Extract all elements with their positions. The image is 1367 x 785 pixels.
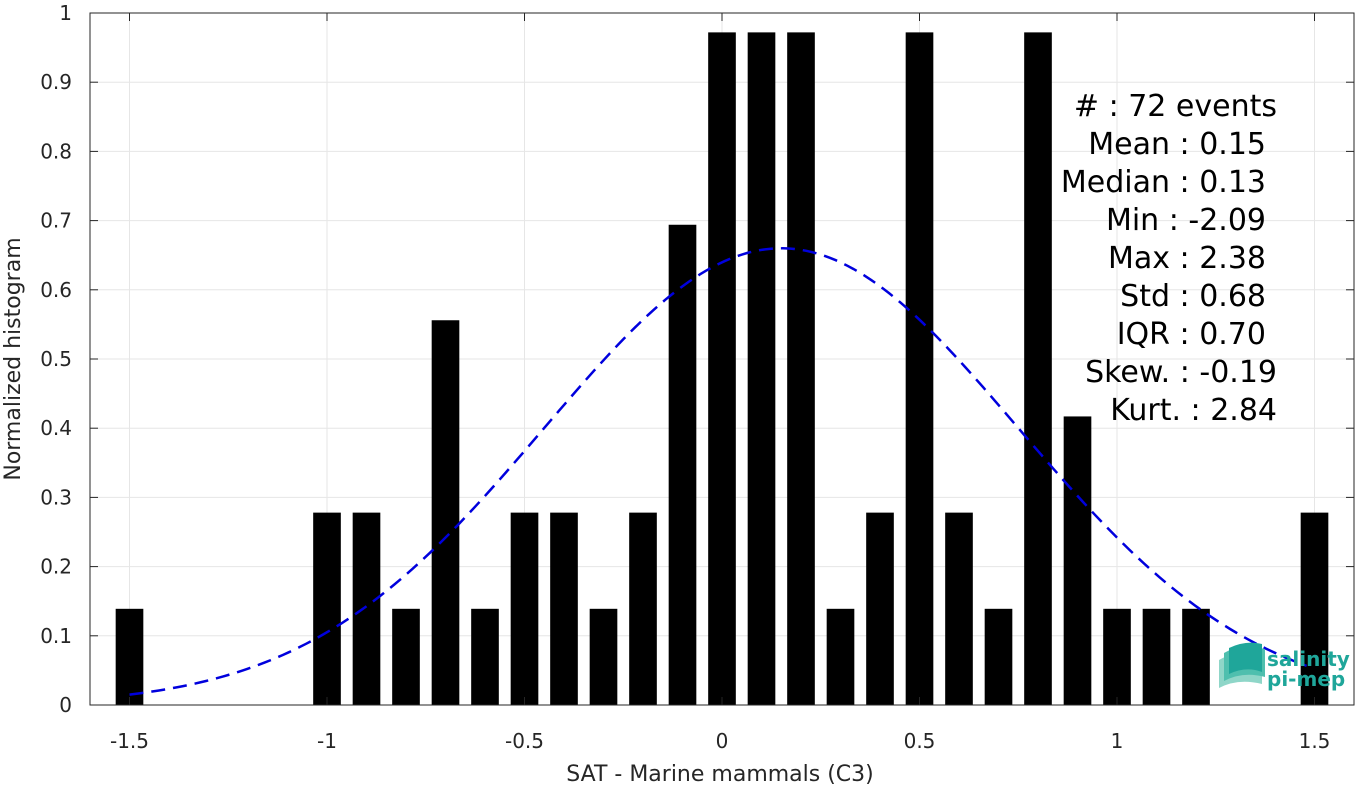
histogram-bar	[352, 512, 381, 705]
x-tick-label: -0.5	[505, 729, 544, 753]
x-tick-label: -1	[317, 729, 337, 753]
histogram-bar	[747, 32, 776, 706]
histogram-bar	[550, 512, 578, 705]
x-axis-ticks: -1.5 -1 -0.5 0 0.5 1 1.5	[110, 13, 1330, 753]
logo-icon	[1219, 642, 1265, 688]
histogram-bar	[984, 608, 1013, 705]
histogram-bar	[1024, 32, 1052, 706]
histogram-bar	[1300, 512, 1329, 705]
y-tick-label: 0.6	[40, 278, 72, 302]
x-tick-label: -1.5	[110, 729, 149, 753]
histogram-bar	[510, 512, 539, 705]
logo-text-salinity: salinity	[1267, 647, 1350, 671]
stat-min: Min : -2.09	[1106, 203, 1266, 238]
y-tick-label: 0.9	[40, 70, 72, 94]
y-axis-label: Normalized histogram	[1, 237, 26, 480]
histogram-bar	[866, 512, 894, 705]
histogram-bar	[629, 512, 657, 705]
y-tick-label: 0.3	[40, 485, 72, 509]
fit-curve	[129, 247, 1308, 696]
histogram-bar	[708, 32, 736, 706]
histogram-bar	[313, 512, 341, 705]
stat-kurt: Kurt. : 2.84	[1110, 393, 1277, 428]
histogram-bar	[115, 608, 144, 705]
x-axis-label: SAT - Marine mammals (C3)	[566, 762, 874, 785]
y-tick-label: 0.8	[40, 139, 72, 163]
y-tick-label: 0.2	[40, 555, 72, 579]
histogram-bar	[589, 608, 618, 705]
y-tick-label: 0	[59, 693, 72, 717]
histogram-bar	[431, 320, 460, 705]
y-axis-ticks: 0 0.1 0.2 0.3 0.4 0.5 0.6 0.7 0.8 0.9 1	[40, 1, 1354, 717]
stat-median: Median : 0.13	[1061, 165, 1266, 200]
histogram-bar	[471, 608, 499, 705]
histogram-bar	[668, 224, 697, 705]
x-tick-label: 0	[716, 729, 729, 753]
histogram-bar	[905, 32, 934, 706]
statistics-annotation: # : 72 events Mean : 0.15 Median : 0.13 …	[1061, 89, 1277, 428]
fit-curve-layer	[129, 247, 1308, 696]
stat-max: Max : 2.38	[1108, 241, 1266, 276]
y-tick-label: 0.4	[40, 416, 72, 440]
histogram-bar	[1063, 416, 1092, 705]
x-tick-label: 1	[1111, 729, 1124, 753]
stat-mean: Mean : 0.15	[1088, 127, 1266, 162]
stat-iqr: IQR : 0.70	[1117, 317, 1266, 352]
y-tick-label: 0.5	[40, 347, 72, 371]
stat-std: Std : 0.68	[1120, 279, 1266, 314]
histogram-bar	[826, 608, 855, 705]
bars	[115, 32, 1329, 706]
y-tick-label: 0.7	[40, 209, 72, 233]
histogram-bar	[392, 608, 420, 705]
y-tick-label: 1	[59, 1, 72, 25]
x-tick-label: 0.5	[904, 729, 936, 753]
logo-text-pi-mep: pi-mep	[1267, 667, 1345, 691]
histogram-bar	[787, 32, 815, 706]
y-tick-label: 0.1	[40, 624, 72, 648]
stat-count: # : 72 events	[1074, 89, 1277, 124]
histogram-bar	[1103, 608, 1131, 705]
histogram-bar	[945, 512, 973, 705]
salinity-pi-mep-logo: salinity pi-mep	[1219, 642, 1350, 691]
histogram-bar	[1142, 608, 1171, 705]
x-tick-label: 1.5	[1299, 729, 1331, 753]
stat-skew: Skew. : -0.19	[1085, 355, 1277, 390]
histogram-bar	[1182, 608, 1210, 705]
